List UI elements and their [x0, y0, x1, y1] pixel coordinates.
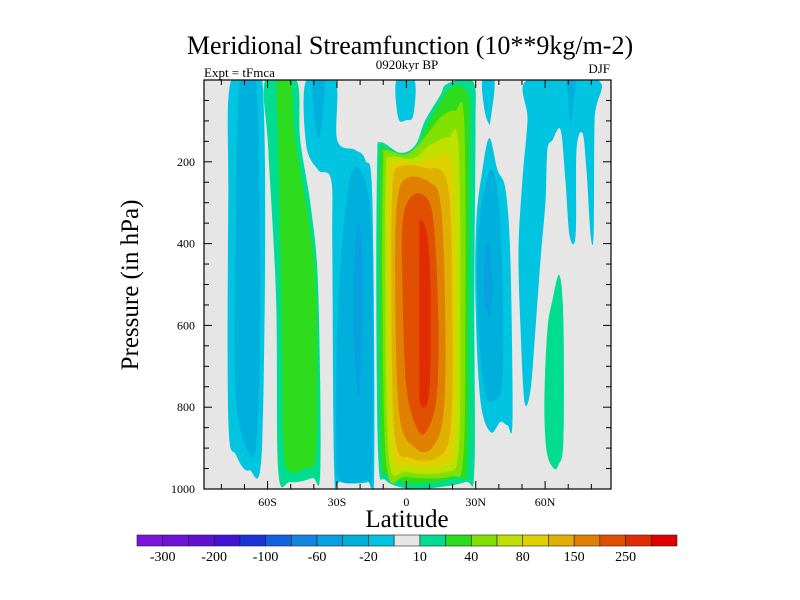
contour-band	[518, 80, 602, 406]
chart-title: Meridional Streamfunction (10**9kg/m-2)	[187, 31, 633, 60]
plot-area	[204, 80, 611, 489]
y-tick-label: 800	[177, 400, 195, 414]
colorbar-box	[162, 534, 189, 547]
colorbar-label: -20	[359, 550, 378, 565]
colorbar-box	[445, 534, 472, 547]
contour-layer	[227, 80, 602, 489]
contour-band	[353, 219, 363, 400]
colorbar-box	[265, 534, 292, 547]
colorbar-box	[136, 534, 164, 547]
contour-band	[567, 80, 576, 126]
contour-band	[481, 80, 495, 125]
colorbar-label: 40	[464, 550, 478, 565]
y-tick-label: 600	[177, 318, 195, 332]
colorbar-label: -60	[308, 550, 327, 565]
y-tick-label: 200	[177, 155, 195, 169]
colorbar-box	[573, 534, 601, 547]
colorbar-label: -300	[150, 550, 176, 565]
colorbar-label: 150	[564, 550, 585, 565]
colorbar-box	[239, 534, 266, 547]
contour-band	[276, 80, 318, 473]
contour-band	[544, 274, 564, 470]
colorbar-box	[548, 534, 575, 547]
y-tick-label: 1000	[171, 482, 195, 496]
colorbar-box	[290, 534, 318, 547]
colorbar-box	[599, 534, 626, 547]
colorbar-label: 250	[615, 550, 636, 565]
axes: 60S 30S 0 30N 60N 200 400 600 800 1000	[171, 79, 612, 509]
colorbar-label: -200	[201, 550, 227, 565]
contour-band	[312, 80, 325, 139]
contour-band	[234, 80, 261, 457]
season-label: DJF	[588, 61, 610, 76]
contour-band	[483, 244, 493, 316]
colorbar-box	[188, 534, 215, 547]
colorbar-label: -100	[253, 550, 279, 565]
x-tick-label: 30S	[328, 495, 347, 509]
x-tick-label: 60N	[535, 495, 556, 509]
colorbar-box	[496, 534, 524, 547]
colorbar-box	[419, 534, 446, 547]
colorbar-box	[393, 534, 421, 547]
period-label: 0920kyr BP	[376, 57, 438, 72]
x-tick-label: 0	[403, 495, 409, 509]
colorbar-box	[213, 534, 241, 547]
colorbar-box	[650, 534, 678, 547]
experiment-label: Expt = tFmca	[204, 65, 275, 80]
x-axis-label: Latitude	[365, 506, 448, 533]
colorbar-box	[342, 534, 369, 547]
x-tick-label: 30N	[465, 495, 486, 509]
colorbar-label: 80	[516, 550, 530, 565]
colorbar-box	[625, 534, 652, 547]
y-tick-label: 400	[177, 237, 195, 251]
colorbar-box	[316, 534, 344, 547]
colorbar-box	[368, 534, 395, 547]
colorbar-box	[522, 534, 549, 547]
x-tick-label: 60S	[258, 495, 277, 509]
contour-band	[419, 219, 431, 408]
colorbar-box	[470, 534, 498, 547]
contour-band	[395, 80, 416, 122]
y-axis-label: Pressure (in hPa)	[117, 200, 144, 371]
colorbar-label: 10	[413, 550, 427, 565]
colorbar: -300 -200 -100 -60 -20 10 40 80 150 250	[136, 534, 678, 565]
